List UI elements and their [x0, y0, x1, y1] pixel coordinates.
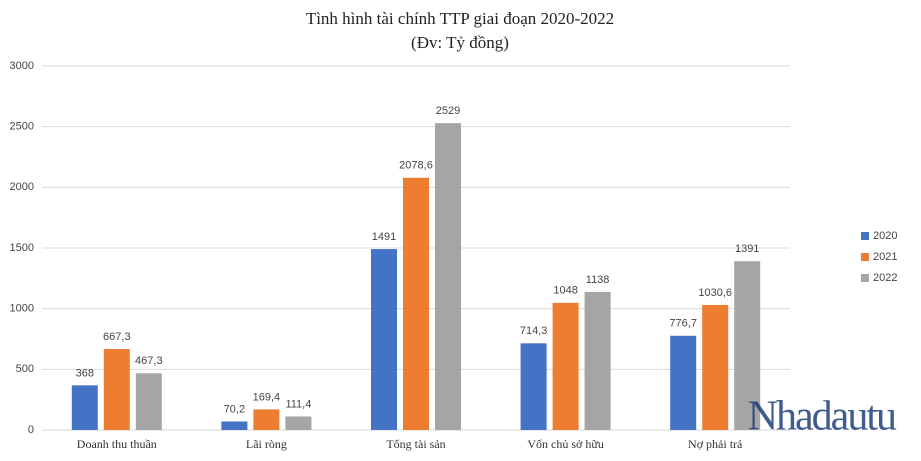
legend-swatch [861, 232, 869, 240]
value-label: 714,3 [520, 325, 548, 337]
legend-label: 2021 [873, 251, 897, 263]
value-label: 2529 [436, 105, 460, 117]
bar [103, 349, 130, 430]
y-tick-label: 500 [16, 363, 34, 375]
bar [435, 123, 461, 430]
value-label: 1030,6 [698, 287, 732, 299]
bar [285, 416, 312, 430]
value-label: 776,7 [669, 318, 697, 330]
bar [670, 335, 697, 430]
value-label: 1048 [553, 285, 577, 297]
value-label: 111,4 [285, 398, 311, 410]
y-tick-label: 0 [28, 424, 34, 436]
value-label: 1138 [586, 274, 610, 286]
value-label: 1491 [372, 231, 396, 243]
bar [552, 302, 579, 430]
legend-swatch [861, 274, 869, 282]
y-tick-label: 1000 [10, 303, 34, 315]
watermark: Nhadautu [748, 394, 897, 440]
y-tick-label: 1500 [10, 242, 34, 254]
x-tick-label: Tổng tài sản [386, 437, 445, 451]
bar [584, 291, 611, 430]
value-label: 70,2 [224, 403, 245, 415]
value-label: 368 [76, 367, 94, 379]
bar [71, 385, 98, 430]
y-tick-label: 3000 [10, 60, 34, 72]
legend-label: 2020 [873, 230, 897, 242]
chart-title: Tình hình tài chính TTP giai đoạn 2020-2… [306, 9, 614, 28]
legend-label: 2022 [873, 272, 897, 284]
x-tick-label: Lãi ròng [246, 437, 287, 451]
x-tick-label: Vốn chủ sở hữu [527, 437, 604, 451]
x-tick-label: Nợ phải trả [688, 437, 743, 451]
value-label: 667,3 [103, 331, 131, 343]
bar [520, 343, 547, 430]
bar [135, 373, 162, 430]
value-label: 2078,6 [399, 160, 433, 172]
y-tick-label: 2000 [10, 181, 34, 193]
bar [371, 249, 397, 430]
value-label: 467,3 [135, 355, 163, 367]
chart-subtitle: (Đv: Tỷ đồng) [411, 33, 509, 52]
bar [734, 261, 761, 430]
bar [221, 421, 248, 430]
x-tick-label: Doanh thu thuần [77, 437, 157, 451]
value-label: 1391 [735, 243, 759, 255]
bar [253, 409, 280, 430]
y-tick-label: 2500 [10, 121, 34, 133]
bar [403, 177, 429, 430]
value-label: 169,4 [253, 391, 281, 403]
legend-swatch [861, 253, 869, 261]
bar [702, 304, 729, 430]
